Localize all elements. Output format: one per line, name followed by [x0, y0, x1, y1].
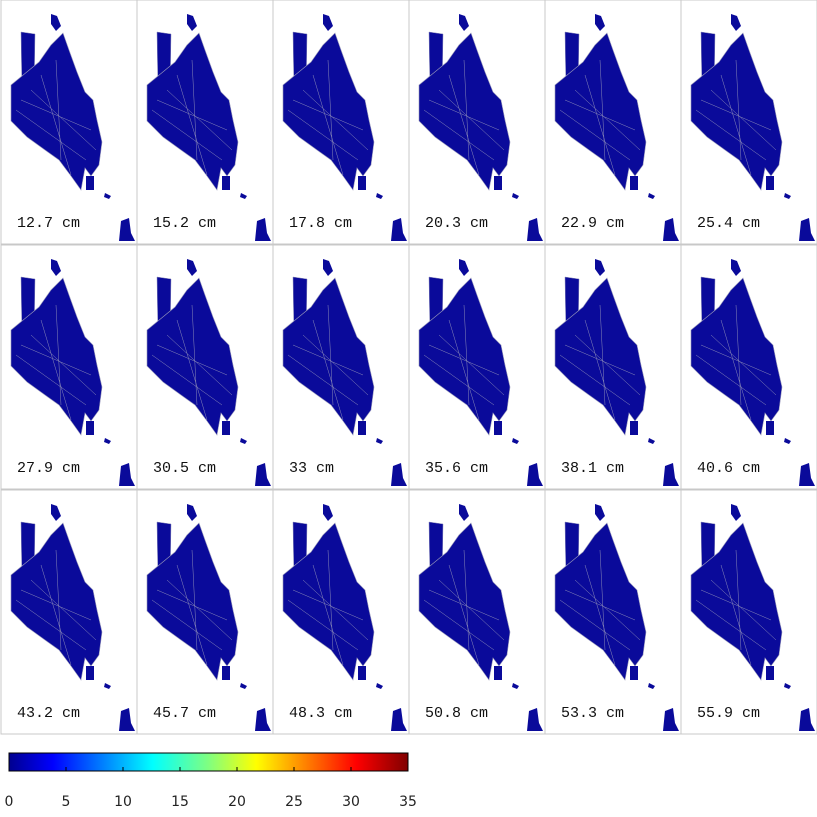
- map-panel: 35.6 cm: [408, 244, 546, 490]
- panel-label: 17.8 cm: [289, 215, 352, 232]
- colorbar-tick-label: 15: [171, 794, 189, 810]
- map-panel: 45.7 cm: [136, 489, 274, 735]
- colorbar-tick-label: 25: [285, 794, 303, 810]
- map-panel: 53.3 cm: [544, 489, 682, 735]
- colorbar-tick-label: 20: [228, 794, 246, 810]
- panel-label: 40.6 cm: [697, 460, 760, 477]
- panel-label: 27.9 cm: [17, 460, 80, 477]
- panel-label: 53.3 cm: [561, 705, 624, 722]
- map-panel: 15.2 cm: [136, 0, 274, 245]
- panel-label: 45.7 cm: [153, 705, 216, 722]
- map-panel: 55.9 cm: [680, 489, 817, 735]
- panel-label: 30.5 cm: [153, 460, 216, 477]
- map-panel: 30.5 cm: [136, 244, 274, 490]
- map-panel: 33 cm: [272, 244, 410, 490]
- panel-label: 48.3 cm: [289, 705, 352, 722]
- colorbar-scale: [8, 752, 409, 772]
- colorbar-tick-label: 0: [5, 794, 14, 810]
- panel-label: 55.9 cm: [697, 705, 760, 722]
- map-panel: 20.3 cm: [408, 0, 546, 245]
- panel-label: 50.8 cm: [425, 705, 488, 722]
- colorbar-tick-label: 10: [114, 794, 132, 810]
- panel-label: 15.2 cm: [153, 215, 216, 232]
- colorbar: 0 5 10 15 20 25 30 35: [5, 752, 417, 810]
- map-panel: 17.8 cm: [272, 0, 410, 245]
- map-panel: 43.2 cm: [0, 489, 138, 735]
- colorbar-tick-label: 5: [62, 794, 71, 810]
- panel-label: 33 cm: [289, 460, 334, 477]
- map-panel: 50.8 cm: [408, 489, 546, 735]
- panel-label: 20.3 cm: [425, 215, 488, 232]
- panel-grid: 12.7 cm 15.2 cm 17.8 cm 20.3 cm 22.9 cm 25.4 …: [0, 0, 817, 735]
- panel-label: 35.6 cm: [425, 460, 488, 477]
- map-panel: 40.6 cm: [680, 244, 817, 490]
- panel-label: 38.1 cm: [561, 460, 624, 477]
- map-panel: 48.3 cm: [272, 489, 410, 735]
- panel-label: 43.2 cm: [17, 705, 80, 722]
- colorbar-tick-label: 35: [399, 794, 417, 810]
- map-panel: 12.7 cm: [0, 0, 138, 245]
- map-panel: 22.9 cm: [544, 0, 682, 245]
- panel-label: 12.7 cm: [17, 215, 80, 232]
- panel-label: 22.9 cm: [561, 215, 624, 232]
- map-panel: 25.4 cm: [680, 0, 817, 245]
- colorbar-tick-label: 30: [342, 794, 360, 810]
- map-panel: 38.1 cm: [544, 244, 682, 490]
- map-panel: 27.9 cm: [0, 244, 138, 490]
- panel-label: 25.4 cm: [697, 215, 760, 232]
